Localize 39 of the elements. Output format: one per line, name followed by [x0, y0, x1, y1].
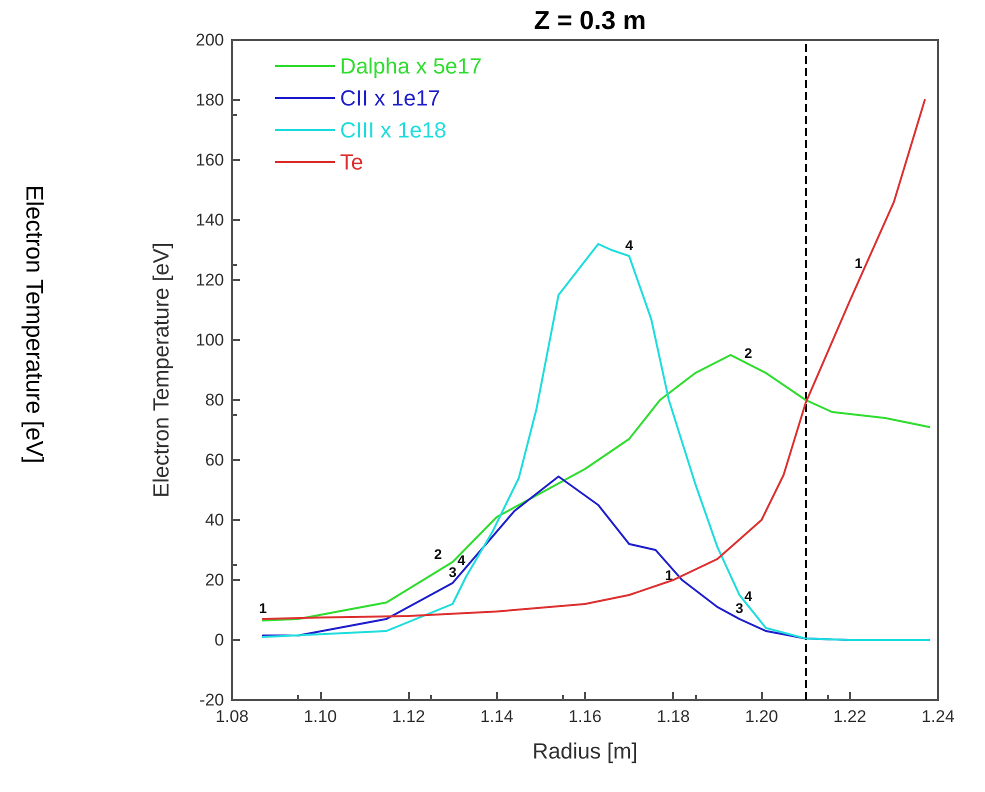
- y-tick-label: -20: [199, 690, 224, 710]
- y-axis-title: Electron Temperature [eV]: [148, 242, 174, 498]
- annotation: 4: [744, 588, 752, 604]
- text: Electron Temperature [eV]: [20, 185, 48, 464]
- y-tick-label: 160: [196, 150, 224, 170]
- annotation: 4: [625, 237, 634, 253]
- legend-label: Dalpha x 5e17: [340, 54, 482, 78]
- annotation: 4: [458, 552, 466, 568]
- x-tick-label: 1.14: [480, 707, 514, 726]
- y-tick-label: 20: [205, 570, 224, 590]
- legend-label: CII x 1e17: [340, 86, 440, 110]
- annotation: 1: [664, 567, 673, 583]
- annotation: 1: [854, 255, 863, 271]
- x-tick-label: 1.22: [833, 707, 866, 726]
- x-tick-label: 1.16: [568, 707, 602, 726]
- x-tick-label: 1.20: [744, 707, 778, 726]
- annotation: 2: [744, 345, 752, 361]
- x-axis-title: Radius [m]: [532, 738, 638, 764]
- y-tick-label: 40: [205, 510, 224, 530]
- x-tick-label: 1.24: [921, 707, 955, 726]
- annotation: 1: [258, 600, 267, 616]
- legend-label: CIII x 1e18: [340, 118, 446, 142]
- annotation: 3: [448, 564, 457, 580]
- x-tick-label: 1.12: [392, 707, 426, 726]
- y-tick-label: 140: [196, 210, 224, 230]
- y-tick-label: 80: [205, 390, 224, 410]
- y-tick-label: 100: [196, 330, 224, 350]
- annotation: 2: [434, 546, 442, 562]
- annotation: 3: [736, 600, 744, 616]
- x-tick-label: 1.18: [656, 707, 690, 726]
- y-tick-label: 60: [205, 450, 224, 470]
- legend-label: Te: [340, 150, 364, 174]
- chart-title: Z = 0.3 m: [534, 5, 646, 35]
- y-tick-label: 0: [214, 630, 224, 650]
- y-tick-label: 120: [196, 270, 224, 290]
- x-tick-label: 1.10: [304, 707, 337, 726]
- y-tick-label: 200: [196, 30, 224, 50]
- x-tick-label: 1.08: [215, 707, 249, 726]
- y-tick-label: 180: [196, 90, 224, 110]
